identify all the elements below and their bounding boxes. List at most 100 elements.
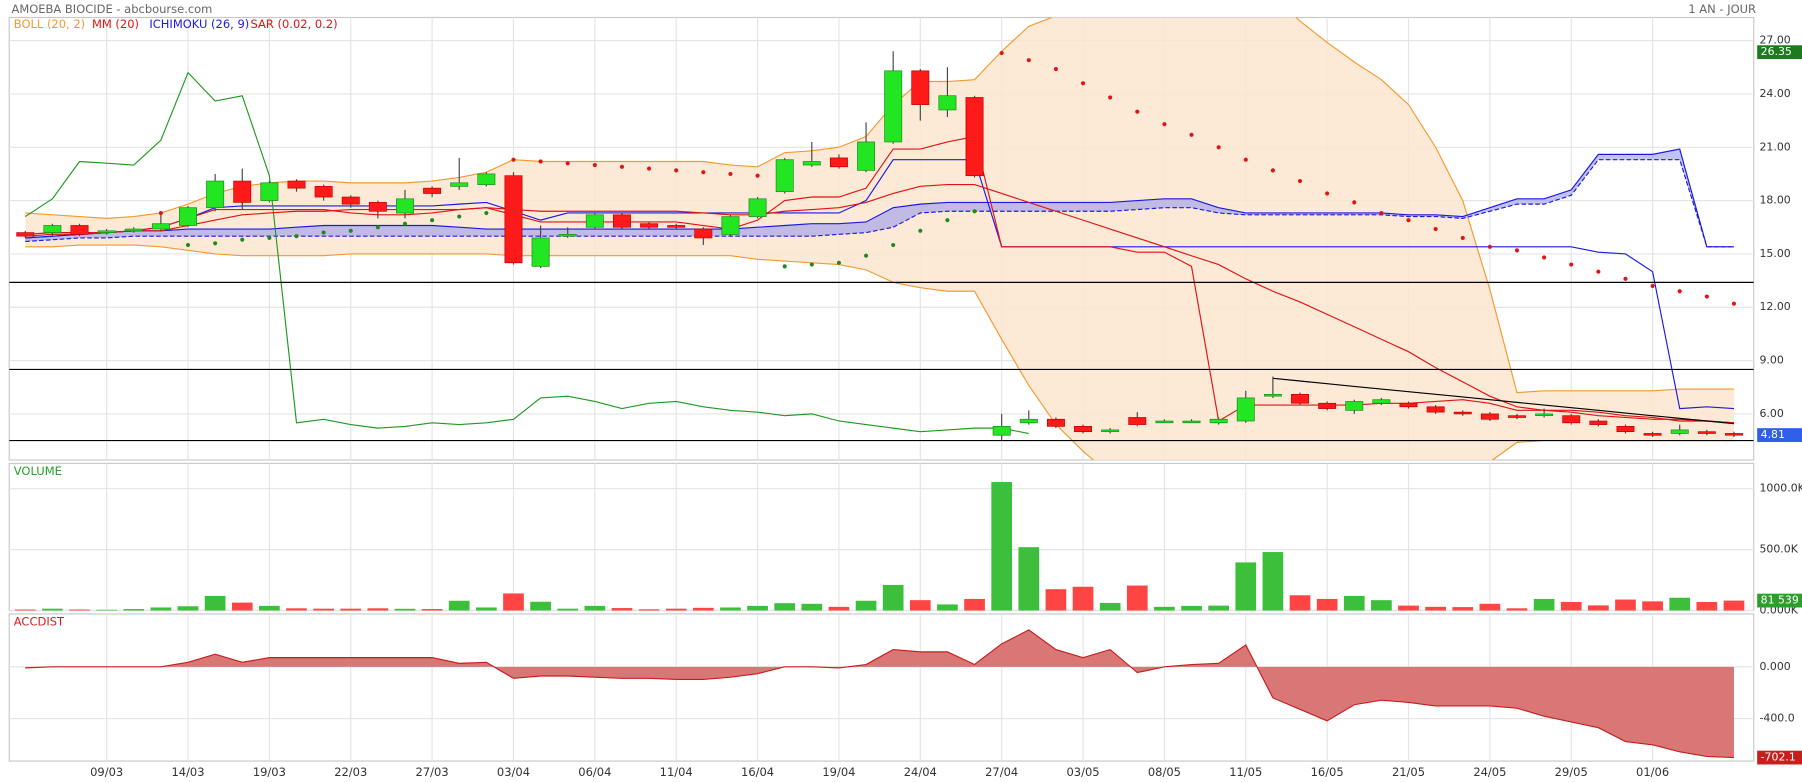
bollinger-lower bbox=[25, 244, 1734, 460]
volume-bar bbox=[69, 609, 90, 611]
candle-body bbox=[1046, 418, 1065, 427]
candle-body bbox=[124, 228, 143, 232]
volume-bar bbox=[123, 609, 145, 611]
sar-dot bbox=[1243, 157, 1248, 162]
candle-body bbox=[992, 426, 1011, 436]
sar-dot bbox=[1162, 122, 1167, 127]
volume-bar bbox=[720, 607, 741, 611]
volume-bar bbox=[1669, 597, 1691, 611]
volume-bar bbox=[1045, 589, 1067, 611]
sar-dot bbox=[1623, 276, 1628, 281]
volume-bar bbox=[96, 609, 117, 611]
sar-dot bbox=[1080, 81, 1086, 86]
volume-bar bbox=[42, 608, 63, 611]
sar-dot bbox=[836, 260, 842, 265]
x-tick-label: 03/05 bbox=[1066, 765, 1099, 779]
sar-dot bbox=[321, 230, 326, 235]
candle-body bbox=[97, 230, 116, 233]
volume-bar bbox=[448, 600, 470, 611]
candle-body bbox=[314, 186, 333, 198]
candle-body bbox=[1318, 402, 1337, 409]
candle-body bbox=[1101, 429, 1120, 433]
value-marker bbox=[1757, 428, 1802, 442]
candle-body bbox=[70, 225, 89, 235]
sar-dot bbox=[891, 242, 896, 248]
candle-body bbox=[423, 187, 442, 194]
legend-entry: BOLL (20, 2) bbox=[14, 17, 85, 31]
x-tick-label: 16/05 bbox=[1311, 765, 1344, 779]
sar-dot bbox=[1216, 145, 1221, 150]
candle-body bbox=[1589, 420, 1608, 425]
x-tick-label: 19/04 bbox=[822, 765, 855, 779]
volume-bar bbox=[1208, 605, 1229, 611]
volume-bar bbox=[1615, 599, 1636, 611]
sar-dot bbox=[1514, 248, 1520, 253]
sar-dot bbox=[755, 173, 760, 178]
volume-bar bbox=[1099, 602, 1121, 611]
x-tick-label: 16/04 bbox=[741, 765, 774, 779]
sar-dot bbox=[1270, 168, 1275, 173]
volume-bar bbox=[394, 608, 416, 611]
value-marker-label: 81 539 bbox=[1761, 594, 1799, 607]
sar-dot bbox=[294, 234, 299, 239]
x-tick-label: 01/06 bbox=[1636, 765, 1669, 779]
volume-plot bbox=[14, 482, 1745, 611]
sar-dot bbox=[158, 210, 163, 216]
volume-bar bbox=[1642, 601, 1663, 611]
sar-dot bbox=[348, 228, 353, 233]
candle-body bbox=[179, 207, 197, 226]
volume-bar bbox=[340, 608, 362, 611]
sar-dot bbox=[782, 264, 787, 269]
sar-dot bbox=[945, 218, 950, 223]
sar-dot bbox=[1352, 200, 1357, 205]
accdist-plot bbox=[25, 629, 1734, 759]
candle-body bbox=[1562, 415, 1581, 424]
x-tick-label: 09/03 bbox=[90, 765, 123, 779]
volume-bar bbox=[1533, 598, 1555, 611]
legend-entry: MM (20) bbox=[92, 17, 139, 31]
candle-body bbox=[1643, 433, 1662, 436]
ichimoku-line-b bbox=[25, 135, 1735, 424]
candle-body bbox=[531, 237, 550, 267]
volume-bar bbox=[1343, 595, 1365, 611]
accdist-area bbox=[25, 629, 1734, 758]
volume-bar bbox=[231, 602, 253, 611]
candle-body bbox=[1291, 394, 1309, 404]
candle-body bbox=[396, 198, 414, 214]
candle-body bbox=[233, 180, 252, 203]
volume-bar bbox=[964, 598, 985, 611]
candle-body bbox=[1209, 418, 1228, 424]
x-tick-label: 08/05 bbox=[1148, 765, 1181, 779]
sar-dot bbox=[1487, 244, 1492, 249]
candle-body bbox=[287, 180, 306, 189]
volume-bar bbox=[665, 608, 687, 611]
volume-bar bbox=[259, 605, 280, 611]
volume-bar bbox=[991, 482, 1013, 611]
x-tick-label: 29/05 bbox=[1555, 765, 1588, 779]
volume-bar bbox=[1072, 586, 1094, 611]
y-tick-label: 18.00 bbox=[1759, 194, 1790, 207]
legend-entry: ICHIMOKU (26, 9) bbox=[149, 17, 249, 31]
volume-bar bbox=[855, 600, 877, 611]
ichimoku-span-b bbox=[25, 159, 1734, 248]
sar-dot bbox=[1704, 294, 1709, 299]
candle-body bbox=[558, 234, 577, 237]
sar-dot bbox=[1325, 191, 1330, 196]
candle-body bbox=[721, 216, 740, 235]
sar-dot bbox=[1596, 269, 1601, 274]
volume-bar bbox=[476, 607, 497, 611]
y-tick-label: 500.0K bbox=[1759, 543, 1798, 556]
candle-body bbox=[368, 202, 387, 212]
volume-bar bbox=[1425, 606, 1446, 611]
volume-bar bbox=[503, 593, 524, 611]
volume-bar bbox=[1289, 595, 1311, 611]
candle-body bbox=[1535, 413, 1554, 417]
candle-body bbox=[775, 159, 794, 193]
volume-bar bbox=[828, 606, 850, 611]
volume-bar bbox=[1506, 608, 1528, 611]
candle-body bbox=[1697, 431, 1716, 434]
sar-dot bbox=[972, 209, 977, 214]
sar-dot bbox=[1433, 226, 1438, 232]
candle-body bbox=[1725, 433, 1743, 436]
